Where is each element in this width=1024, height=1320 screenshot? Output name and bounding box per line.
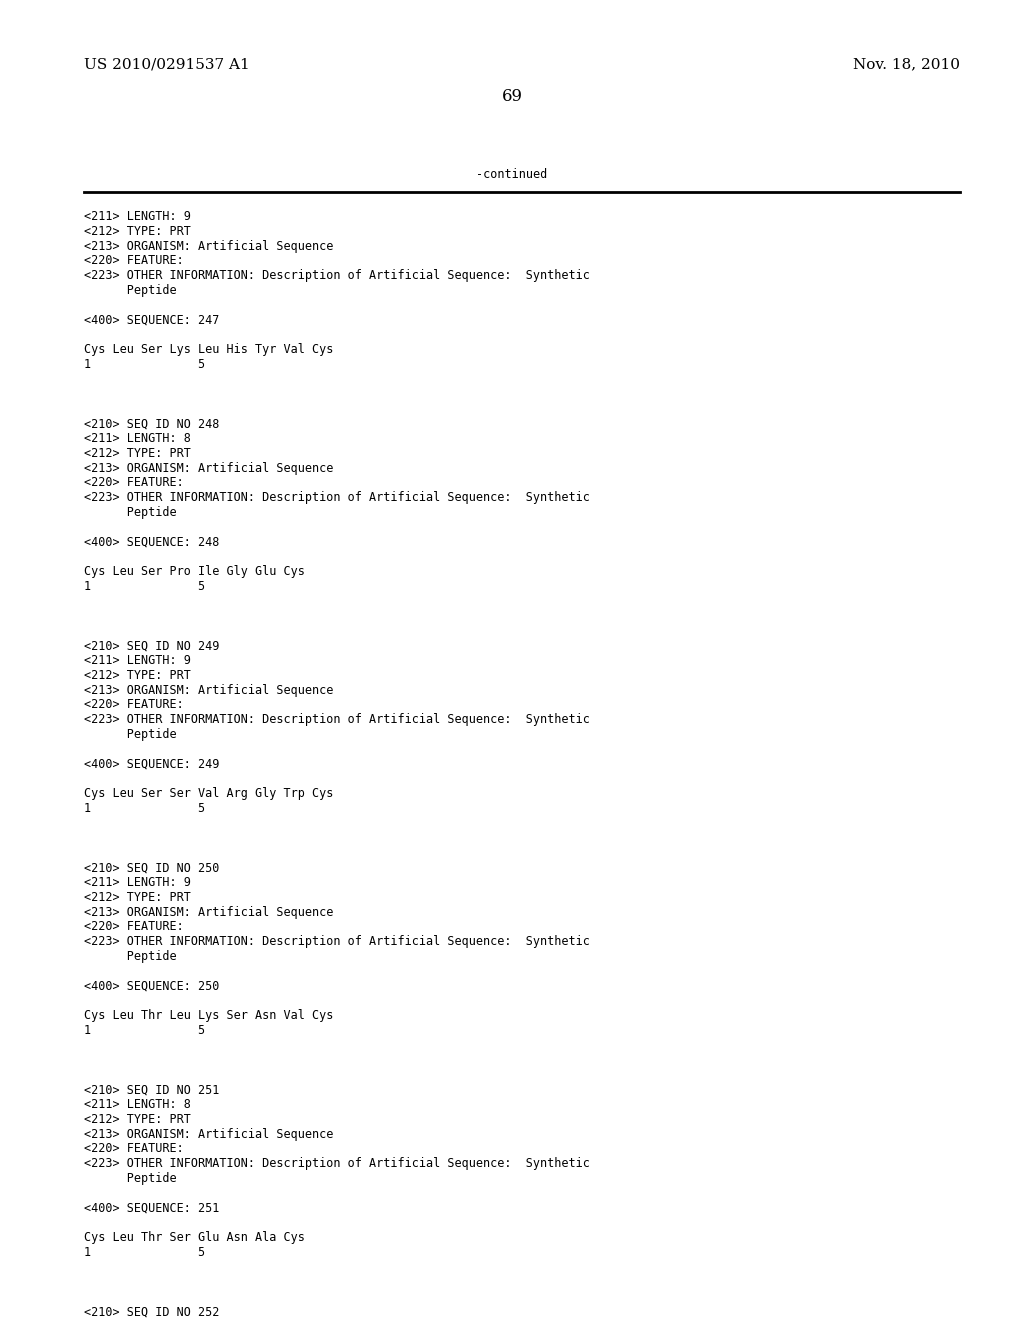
Text: <223> OTHER INFORMATION: Description of Artificial Sequence:  Synthetic: <223> OTHER INFORMATION: Description of … bbox=[84, 1158, 590, 1171]
Text: <210> SEQ ID NO 250: <210> SEQ ID NO 250 bbox=[84, 861, 219, 874]
Text: <400> SEQUENCE: 250: <400> SEQUENCE: 250 bbox=[84, 979, 219, 993]
Text: Peptide: Peptide bbox=[84, 284, 176, 297]
Text: <223> OTHER INFORMATION: Description of Artificial Sequence:  Synthetic: <223> OTHER INFORMATION: Description of … bbox=[84, 935, 590, 948]
Text: <213> ORGANISM: Artificial Sequence: <213> ORGANISM: Artificial Sequence bbox=[84, 684, 334, 697]
Text: 1               5: 1 5 bbox=[84, 1024, 205, 1038]
Text: <223> OTHER INFORMATION: Description of Artificial Sequence:  Synthetic: <223> OTHER INFORMATION: Description of … bbox=[84, 269, 590, 282]
Text: 1               5: 1 5 bbox=[84, 803, 205, 814]
Text: <220> FEATURE:: <220> FEATURE: bbox=[84, 1142, 183, 1155]
Text: <211> LENGTH: 9: <211> LENGTH: 9 bbox=[84, 876, 190, 888]
Text: <210> SEQ ID NO 248: <210> SEQ ID NO 248 bbox=[84, 417, 219, 430]
Text: <211> LENGTH: 8: <211> LENGTH: 8 bbox=[84, 432, 190, 445]
Text: -continued: -continued bbox=[476, 168, 548, 181]
Text: Nov. 18, 2010: Nov. 18, 2010 bbox=[853, 57, 961, 71]
Text: <220> FEATURE:: <220> FEATURE: bbox=[84, 477, 183, 490]
Text: Cys Leu Ser Pro Ile Gly Glu Cys: Cys Leu Ser Pro Ile Gly Glu Cys bbox=[84, 565, 305, 578]
Text: <212> TYPE: PRT: <212> TYPE: PRT bbox=[84, 1113, 190, 1126]
Text: <210> SEQ ID NO 251: <210> SEQ ID NO 251 bbox=[84, 1084, 219, 1096]
Text: <212> TYPE: PRT: <212> TYPE: PRT bbox=[84, 446, 190, 459]
Text: <213> ORGANISM: Artificial Sequence: <213> ORGANISM: Artificial Sequence bbox=[84, 906, 334, 919]
Text: <220> FEATURE:: <220> FEATURE: bbox=[84, 255, 183, 268]
Text: <212> TYPE: PRT: <212> TYPE: PRT bbox=[84, 224, 190, 238]
Text: <211> LENGTH: 8: <211> LENGTH: 8 bbox=[84, 1098, 190, 1111]
Text: <223> OTHER INFORMATION: Description of Artificial Sequence:  Synthetic: <223> OTHER INFORMATION: Description of … bbox=[84, 713, 590, 726]
Text: Peptide: Peptide bbox=[84, 1172, 176, 1185]
Text: Cys Leu Ser Lys Leu His Tyr Val Cys: Cys Leu Ser Lys Leu His Tyr Val Cys bbox=[84, 343, 334, 356]
Text: <213> ORGANISM: Artificial Sequence: <213> ORGANISM: Artificial Sequence bbox=[84, 462, 334, 475]
Text: 1               5: 1 5 bbox=[84, 1246, 205, 1259]
Text: 1               5: 1 5 bbox=[84, 358, 205, 371]
Text: <400> SEQUENCE: 251: <400> SEQUENCE: 251 bbox=[84, 1201, 219, 1214]
Text: <212> TYPE: PRT: <212> TYPE: PRT bbox=[84, 891, 190, 904]
Text: <223> OTHER INFORMATION: Description of Artificial Sequence:  Synthetic: <223> OTHER INFORMATION: Description of … bbox=[84, 491, 590, 504]
Text: <213> ORGANISM: Artificial Sequence: <213> ORGANISM: Artificial Sequence bbox=[84, 1127, 334, 1140]
Text: Peptide: Peptide bbox=[84, 950, 176, 964]
Text: Cys Leu Thr Ser Glu Asn Ala Cys: Cys Leu Thr Ser Glu Asn Ala Cys bbox=[84, 1232, 305, 1245]
Text: <400> SEQUENCE: 249: <400> SEQUENCE: 249 bbox=[84, 758, 219, 771]
Text: <220> FEATURE:: <220> FEATURE: bbox=[84, 698, 183, 711]
Text: <210> SEQ ID NO 252: <210> SEQ ID NO 252 bbox=[84, 1305, 219, 1319]
Text: <210> SEQ ID NO 249: <210> SEQ ID NO 249 bbox=[84, 639, 219, 652]
Text: <212> TYPE: PRT: <212> TYPE: PRT bbox=[84, 669, 190, 682]
Text: Peptide: Peptide bbox=[84, 506, 176, 519]
Text: <211> LENGTH: 9: <211> LENGTH: 9 bbox=[84, 653, 190, 667]
Text: 69: 69 bbox=[502, 88, 522, 106]
Text: 1               5: 1 5 bbox=[84, 579, 205, 593]
Text: <400> SEQUENCE: 247: <400> SEQUENCE: 247 bbox=[84, 314, 219, 326]
Text: <211> LENGTH: 9: <211> LENGTH: 9 bbox=[84, 210, 190, 223]
Text: Peptide: Peptide bbox=[84, 729, 176, 741]
Text: <400> SEQUENCE: 248: <400> SEQUENCE: 248 bbox=[84, 536, 219, 549]
Text: US 2010/0291537 A1: US 2010/0291537 A1 bbox=[84, 57, 250, 71]
Text: Cys Leu Thr Leu Lys Ser Asn Val Cys: Cys Leu Thr Leu Lys Ser Asn Val Cys bbox=[84, 1010, 334, 1022]
Text: Cys Leu Ser Ser Val Arg Gly Trp Cys: Cys Leu Ser Ser Val Arg Gly Trp Cys bbox=[84, 787, 334, 800]
Text: <220> FEATURE:: <220> FEATURE: bbox=[84, 920, 183, 933]
Text: <213> ORGANISM: Artificial Sequence: <213> ORGANISM: Artificial Sequence bbox=[84, 240, 334, 252]
